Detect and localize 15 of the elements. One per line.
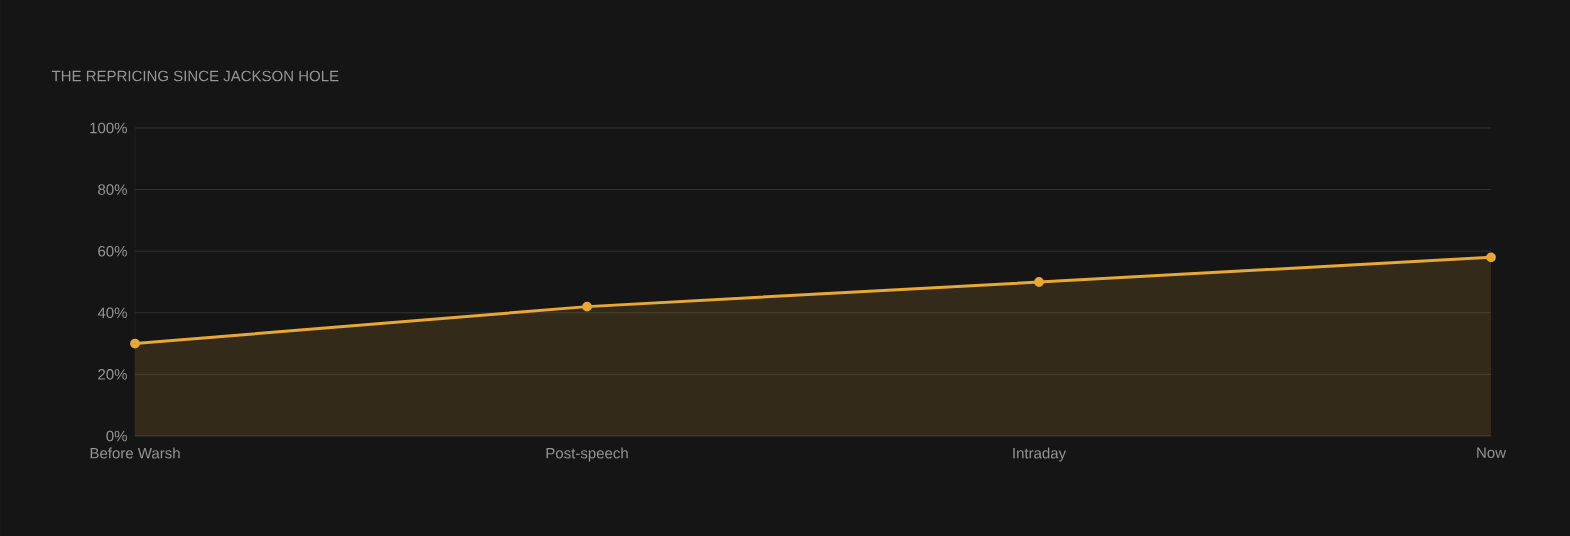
- y-tick-label: 40%: [97, 307, 127, 319]
- point: [130, 338, 140, 349]
- x-tick-label: Before Warsh: [90, 447, 180, 459]
- y-tick-label: 80%: [98, 184, 127, 195]
- x-tick-label: Intraday: [1013, 447, 1067, 462]
- chart-title: THE REPRICING SINCE JACKSON HOLE: [51, 70, 339, 82]
- y-tick-label: 60%: [98, 245, 127, 257]
- y-tick-label: 20%: [98, 369, 127, 380]
- y-tick-label: 0%: [106, 430, 127, 442]
- point: [1034, 277, 1044, 287]
- point: [582, 301, 592, 312]
- x-tick-label: Post-speech: [546, 447, 628, 462]
- x-tick-label: Now: [1477, 447, 1507, 458]
- point: [1486, 252, 1496, 263]
- y-tick-label: 100%: [90, 122, 127, 134]
